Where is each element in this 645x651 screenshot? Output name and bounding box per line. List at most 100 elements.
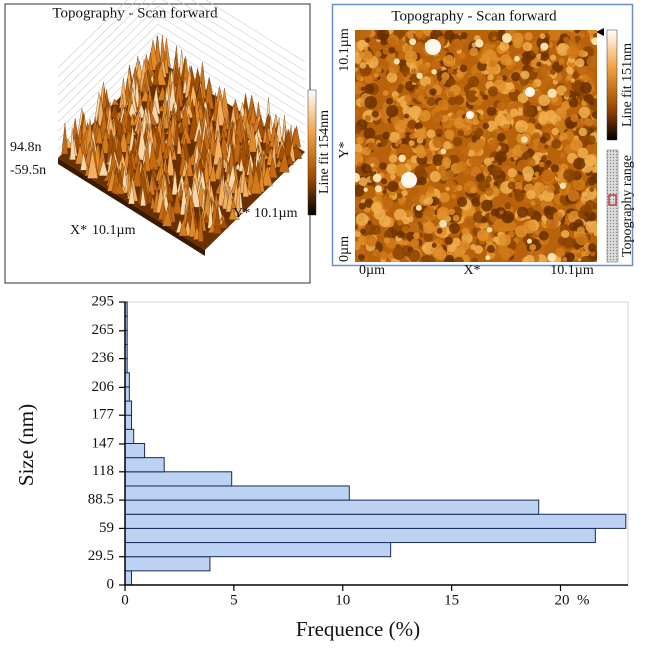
grain: [361, 50, 373, 62]
grain: [486, 245, 495, 254]
grain: [529, 51, 535, 57]
surface-plot: [57, 0, 306, 256]
grain: [376, 30, 390, 41]
surface-spike: [208, 163, 217, 182]
surface-spike: [111, 98, 120, 106]
grain: [364, 37, 371, 43]
y-tick-label: 295: [92, 293, 115, 309]
grain: [447, 67, 454, 74]
grain: [393, 208, 407, 222]
grain: [396, 230, 405, 239]
surface-spike: [213, 205, 222, 235]
x-tick-label: 0: [121, 592, 129, 608]
bar: [124, 471, 233, 487]
bar: [124, 428, 135, 445]
grain: [366, 236, 377, 247]
grain: [580, 255, 592, 262]
grain: [453, 117, 466, 129]
grain: [471, 125, 478, 131]
grain: [460, 32, 468, 40]
grain: [571, 239, 577, 244]
grain: [429, 170, 441, 183]
grain: [367, 142, 377, 151]
grain: [514, 191, 525, 202]
grain: [511, 72, 521, 82]
grain: [465, 90, 479, 103]
x-left-label: 0µm: [359, 263, 385, 278]
grain: [533, 197, 541, 205]
grain: [377, 142, 382, 147]
grain: [477, 229, 489, 242]
grain: [551, 139, 562, 150]
grain: [550, 164, 560, 173]
z-max-label: 94.8n: [10, 140, 42, 155]
grain: [460, 147, 470, 156]
grain: [517, 92, 529, 104]
grain: [471, 196, 482, 207]
grain: [539, 161, 545, 168]
grain: [515, 120, 528, 133]
x-axis-label: X*: [70, 223, 87, 238]
grain: [500, 54, 512, 66]
grain: [410, 68, 417, 75]
grain: [499, 259, 504, 262]
y-axis-label: Y*: [233, 206, 250, 221]
grain: [395, 74, 405, 84]
grain: [475, 222, 482, 229]
grain-bright: [440, 148, 447, 155]
grain: [507, 168, 517, 178]
grain: [536, 106, 542, 111]
grain: [570, 138, 583, 152]
grain: [545, 160, 552, 166]
grain: [539, 136, 547, 144]
grain: [426, 97, 436, 107]
grain: [574, 35, 581, 42]
grain: [481, 199, 493, 212]
grain: [386, 97, 393, 105]
y-tick-label: 265: [92, 322, 115, 338]
grain: [585, 32, 590, 37]
grain: [578, 49, 586, 58]
grain-bright: [514, 55, 520, 62]
grain: [447, 242, 457, 252]
grain: [390, 173, 396, 180]
grain: [484, 187, 494, 197]
grain: [380, 196, 394, 210]
bar: [124, 443, 146, 459]
grain: [425, 197, 434, 205]
grain: [591, 118, 597, 127]
grain-bright: [527, 238, 532, 244]
grain: [507, 181, 516, 190]
grain: [364, 114, 372, 122]
grain: [513, 156, 518, 161]
grain: [445, 170, 455, 179]
grain: [418, 132, 425, 139]
grain: [563, 90, 571, 97]
grain: [585, 220, 597, 233]
grain: [358, 202, 366, 210]
grain: [375, 66, 382, 73]
surface-spike: [181, 162, 188, 177]
grain: [499, 210, 504, 215]
grain: [559, 152, 566, 159]
grain: [467, 149, 475, 157]
grain: [361, 164, 372, 175]
wall-grid: [57, 14, 306, 114]
grain: [544, 144, 549, 149]
grain: [573, 157, 586, 170]
surface-spike: [222, 185, 229, 210]
grain-bright: [372, 173, 382, 183]
grain-peak: [466, 111, 474, 119]
grain: [451, 113, 457, 120]
grain: [567, 190, 580, 202]
grain: [355, 63, 359, 69]
grain: [379, 162, 387, 170]
surface-spike: [113, 181, 125, 195]
grain-bright: [439, 219, 447, 228]
grain: [356, 161, 362, 167]
grain: [549, 69, 556, 75]
grain: [573, 178, 586, 191]
grain: [570, 78, 576, 83]
grain: [493, 232, 498, 237]
